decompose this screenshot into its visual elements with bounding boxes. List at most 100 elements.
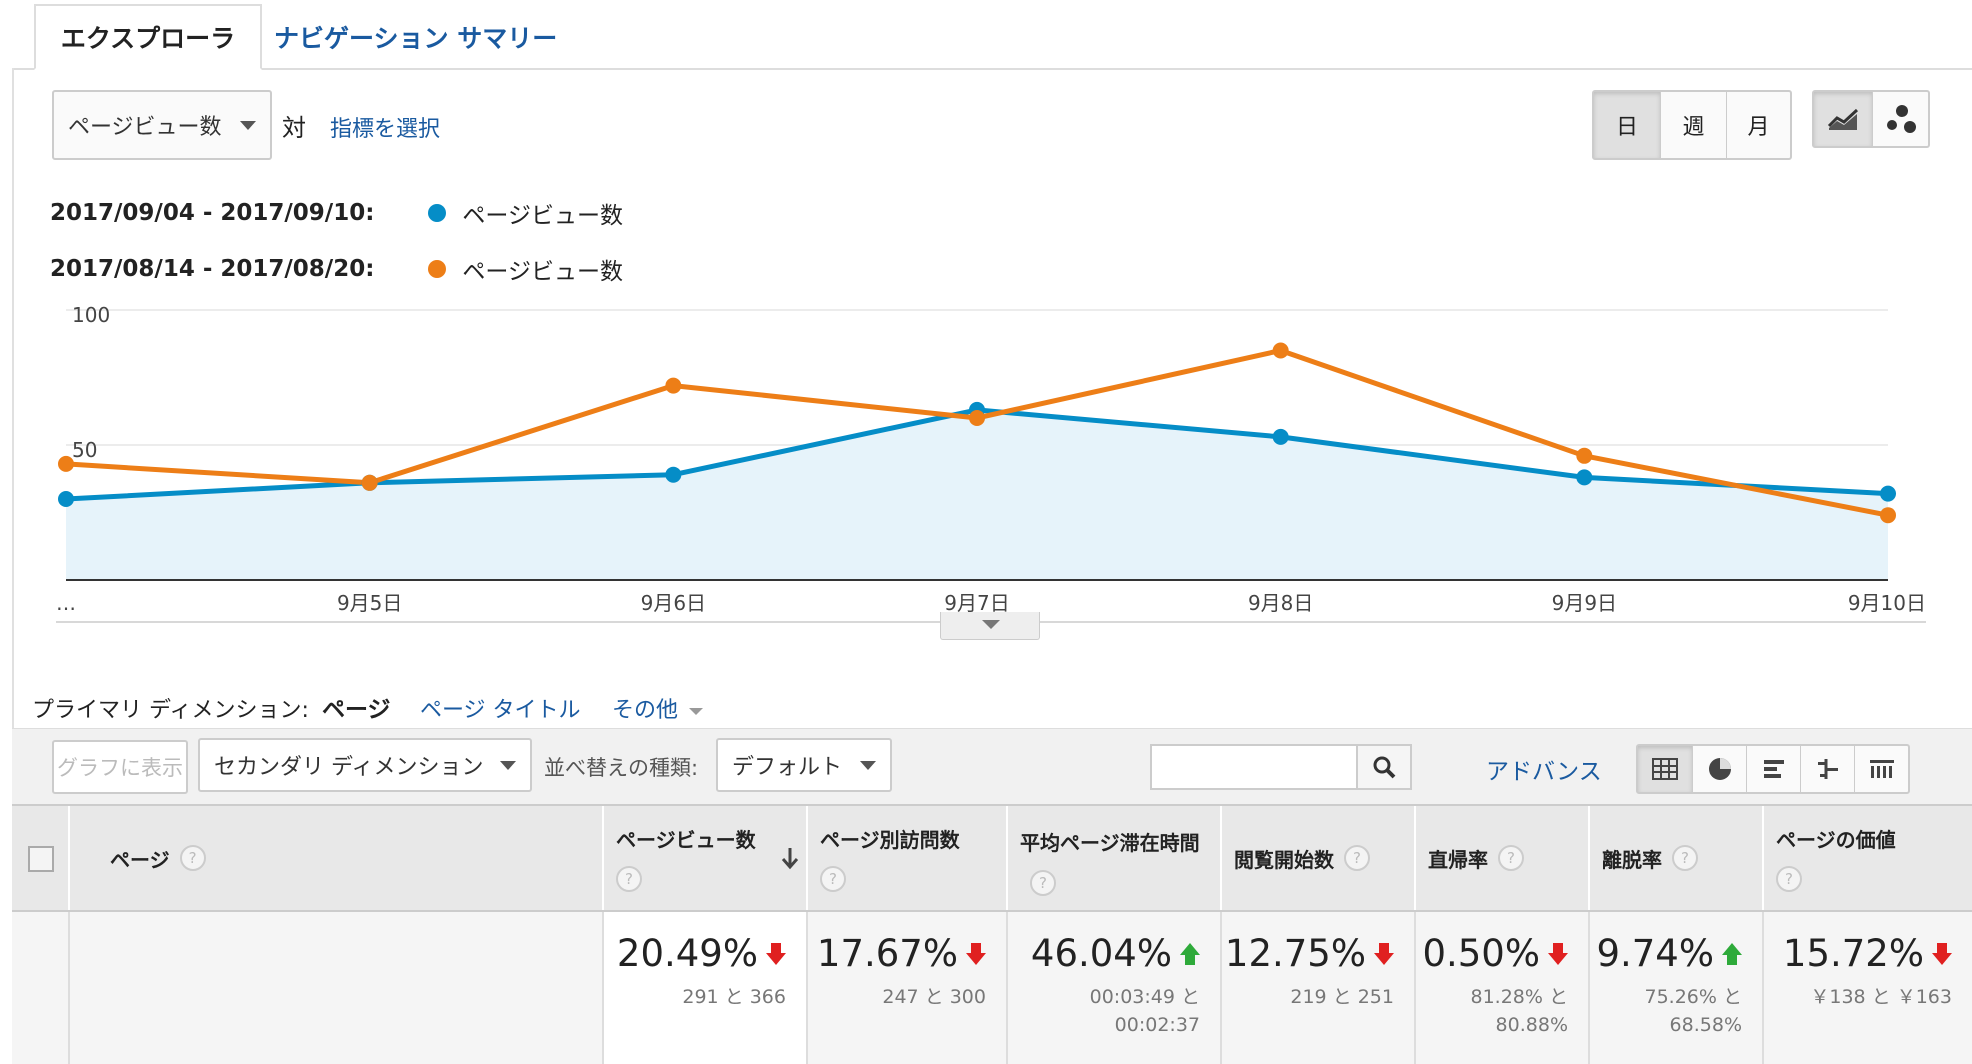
plot-rows-button[interactable]: グラフに表示 (52, 740, 188, 794)
sort-type-label: 並べ替えの種類: (544, 756, 699, 780)
comparison-detail: 81.28% と (1470, 986, 1569, 1008)
select-metric-link[interactable]: 指標を選択 (330, 117, 441, 142)
help-icon[interactable]: ? (1344, 845, 1370, 871)
help-icon[interactable]: ? (1776, 866, 1802, 892)
arrow-down-icon (766, 942, 786, 965)
dimension-other[interactable]: その他 (612, 692, 704, 724)
comparison-detail: 219 と 251 (1290, 986, 1394, 1008)
dimension-page-title[interactable]: ページ タイトル (420, 698, 581, 723)
legend-current: 2017/09/04 - 2017/09/10: ページビュー数 (50, 196, 623, 230)
legend-range: 2017/08/14 - 2017/08/20: (50, 256, 375, 282)
summary-exit-rate: 9.74% 75.26% と 68.58% (1588, 912, 1762, 1064)
column-label: ページ (110, 847, 170, 872)
dimension-page[interactable]: ページ (322, 690, 391, 731)
column-label: 閲覧開始数 (1234, 847, 1334, 872)
help-icon[interactable]: ? (179, 845, 206, 871)
metric-select-value: ページビュー数 (68, 115, 222, 140)
table-search (1150, 744, 1412, 790)
data-point (969, 410, 985, 426)
comparison-view-icon[interactable] (1800, 746, 1854, 792)
comparison-percent: 12.75% (1224, 932, 1366, 975)
column-label: 平均ページ滞在時間 (1020, 831, 1200, 855)
chevron-down-icon (500, 761, 516, 770)
column-exit-rate[interactable]: 離脱率? (1588, 806, 1762, 910)
column-entrances[interactable]: 閲覧開始数? (1220, 806, 1414, 910)
day-button[interactable]: 日 (1594, 92, 1660, 158)
line-chart-icon[interactable] (1814, 92, 1872, 146)
search-input[interactable] (1152, 746, 1356, 788)
table-view-icon[interactable] (1638, 746, 1692, 792)
data-point (1880, 485, 1896, 502)
column-label: ページビュー数 (616, 828, 756, 852)
summary-unique-pageviews: 17.67% 247 と 300 (806, 912, 1006, 1064)
x-tick-label: 9月6日 (641, 591, 706, 615)
data-point (665, 377, 682, 394)
data-point (1576, 469, 1593, 486)
summary-pageviews: 20.49% 291 と 366 (602, 912, 806, 1064)
summary-avg-time: 46.04% 00:03:49 と 00:02:37 (1006, 912, 1220, 1064)
help-icon[interactable]: ? (616, 866, 642, 892)
arrow-up-icon (1180, 942, 1200, 965)
help-icon[interactable]: ? (1672, 845, 1698, 871)
legend-previous: 2017/08/14 - 2017/08/20: ページビュー数 (50, 252, 623, 286)
x-tick-label: 9月9日 (1552, 591, 1617, 615)
column-unique-pageviews[interactable]: ページ別訪問数 ? (806, 806, 1006, 910)
arrow-down-icon (1548, 942, 1568, 965)
comparison-detail: 247 と 300 (882, 986, 986, 1008)
secondary-dimension-select[interactable]: セカンダリ ディメンション (198, 738, 532, 792)
report-tabs: エクスプローラ ナビゲーション サマリー (12, 0, 1972, 70)
column-bounce-rate[interactable]: 直帰率? (1414, 806, 1588, 910)
arrow-down-icon (1932, 942, 1952, 965)
table-header: ページ? ページビュー数 ? ページ別訪問数 ? 平均ページ滞在時間? 閲覧開始… (12, 804, 1972, 912)
legend-range: 2017/09/04 - 2017/09/10: (50, 200, 375, 226)
period-toggle: 日 週 月 (1592, 90, 1792, 160)
help-icon[interactable]: ? (1498, 845, 1524, 871)
y-tick-label: 100 (72, 303, 110, 327)
comparison-percent: 17.67% (816, 932, 958, 975)
legend-dot-icon (428, 260, 447, 278)
summary-row: 20.49% 291 と 366 17.67% 247 と 300 46.04%… (12, 912, 1972, 1064)
legend-series-name: ページビュー数 (462, 259, 623, 285)
column-label: ページ別訪問数 (820, 828, 960, 852)
summary-page-cell (68, 912, 602, 1064)
bar-view-icon[interactable] (1746, 746, 1800, 792)
search-icon[interactable] (1356, 746, 1410, 788)
data-point (665, 466, 682, 483)
dimension-other-label: その他 (612, 698, 679, 723)
chart-collapse-handle[interactable] (940, 612, 1040, 640)
comparison-detail: ￥138 と ￥163 (1810, 986, 1952, 1008)
advanced-filter-link[interactable]: アドバンス (1486, 759, 1602, 785)
pie-view-icon[interactable] (1692, 746, 1746, 792)
tab-navigation-summary[interactable]: ナビゲーション サマリー (274, 24, 558, 53)
week-button[interactable]: 週 (1660, 92, 1726, 158)
x-tick-label: 9月10日 (1848, 591, 1926, 615)
summary-page-value: 15.72% ￥138 と ￥163 (1762, 912, 1972, 1064)
comparison-percent: 9.74% (1596, 932, 1714, 975)
column-page[interactable]: ページ? (68, 806, 602, 910)
month-button[interactable]: 月 (1726, 92, 1790, 158)
comparison-detail: 00:03:49 と (1089, 986, 1200, 1008)
metric-select[interactable]: ページビュー数 (52, 90, 272, 160)
y-tick-label: 50 (72, 438, 97, 462)
motion-chart-icon[interactable] (1872, 92, 1928, 146)
column-page-value[interactable]: ページの価値 ? (1762, 806, 1972, 910)
data-point (1272, 342, 1289, 359)
x-tick-label: 9月8日 (1248, 591, 1313, 615)
arrow-up-icon (1722, 942, 1742, 965)
sort-type-value: デフォルト (732, 755, 843, 780)
select-all-checkbox[interactable] (28, 846, 54, 872)
pivot-view-icon[interactable] (1854, 746, 1908, 792)
column-label: 直帰率 (1428, 847, 1488, 872)
column-pageviews[interactable]: ページビュー数 ? (602, 806, 806, 910)
tab-explorer[interactable]: エクスプローラ (34, 4, 262, 70)
data-point (361, 474, 378, 491)
comparison-detail: 68.58% (1669, 1014, 1742, 1036)
help-icon[interactable]: ? (1030, 870, 1056, 896)
help-icon[interactable]: ? (820, 866, 846, 892)
column-label: ページの価値 (1776, 828, 1896, 852)
series-area (66, 409, 1888, 580)
column-avg-time-on-page[interactable]: 平均ページ滞在時間? (1006, 806, 1220, 910)
secondary-dimension-label: セカンダリ ディメンション (214, 755, 484, 780)
summary-entrances: 12.75% 219 と 251 (1220, 912, 1414, 1064)
sort-type-select[interactable]: デフォルト (716, 738, 892, 792)
